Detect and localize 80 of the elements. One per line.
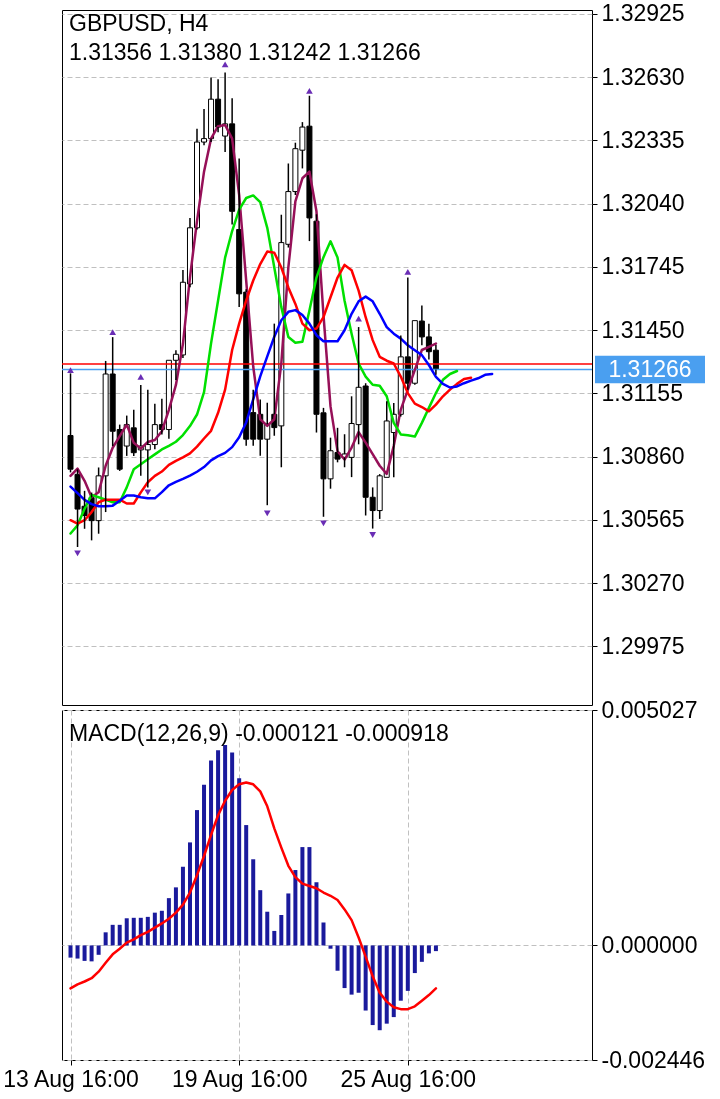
bar [68, 945, 73, 958]
y-tick-label: 1.31155 [601, 379, 683, 406]
y-tick-label: 1.32630 [601, 63, 685, 90]
bar [117, 924, 122, 946]
line-series [69, 194, 459, 535]
point [137, 373, 145, 380]
bar [195, 810, 199, 946]
y-tick-label: 1.32335 [601, 126, 685, 153]
bar [223, 744, 228, 946]
bar [286, 893, 291, 946]
ref-line-label: 1.31266 [608, 355, 692, 382]
point [369, 532, 377, 538]
bar [251, 859, 256, 946]
y-tick-label: 1.29975 [601, 632, 685, 659]
bar [75, 945, 80, 959]
y-tick-label: 0.000000 [601, 931, 698, 958]
bar [405, 945, 410, 991]
bar [230, 752, 235, 946]
bar [216, 750, 221, 946]
bar [419, 945, 424, 962]
bar [293, 870, 298, 946]
x-tick-label: 19 Aug 16:00 [171, 1065, 308, 1092]
bar [328, 945, 333, 949]
bar [307, 847, 312, 946]
bar [202, 784, 207, 946]
bar [433, 945, 438, 952]
bar [377, 945, 382, 1031]
chart-title: MACD(12,26,9) -0.000121 -0.000918 [69, 720, 449, 746]
y-tick-label: 1.31745 [601, 253, 685, 280]
bar [173, 887, 178, 946]
bar [96, 945, 101, 955]
point [404, 269, 412, 275]
bar [166, 898, 171, 946]
x-tick-label: 25 Aug 16:00 [340, 1065, 477, 1092]
bar [412, 945, 417, 974]
point [67, 367, 74, 374]
y-tick-label: 1.31450 [601, 316, 685, 343]
bar [300, 847, 305, 946]
bar [82, 945, 87, 961]
line-series [69, 781, 438, 1011]
y-tick-label: 0.005027 [601, 696, 698, 723]
bar [180, 866, 185, 946]
y-tick-label: 1.30565 [601, 506, 685, 533]
bar [391, 945, 396, 1018]
point [306, 87, 313, 94]
line-series [69, 295, 494, 508]
bar [342, 945, 347, 989]
x-tick-label: 13 Aug 16:00 [3, 1065, 139, 1092]
bar [356, 945, 361, 993]
text: 1.31356 1.31380 1.31242 1.31266 [69, 39, 421, 65]
bar [335, 945, 340, 971]
bar [244, 825, 249, 946]
bar [110, 924, 115, 946]
y-tick-label: 1.32040 [601, 190, 685, 217]
bar [272, 930, 277, 946]
bar [384, 945, 389, 1024]
y-tick-label: 1.30270 [601, 569, 685, 596]
bar [349, 945, 354, 995]
point [109, 329, 117, 336]
point [263, 510, 271, 517]
chart-title: GBPUSD, H4 [69, 10, 209, 36]
y-tick-label: 1.30860 [601, 443, 685, 470]
bar [426, 945, 431, 954]
point [355, 315, 362, 322]
bar [279, 915, 284, 946]
bar [89, 945, 94, 962]
line-series [69, 123, 438, 499]
bar [398, 945, 403, 1001]
bar [103, 932, 108, 946]
bar [265, 911, 270, 946]
bar [258, 890, 263, 946]
bar [209, 760, 214, 946]
bar [237, 778, 242, 946]
y-tick-label: -0.002446 [601, 1046, 706, 1073]
bar [370, 945, 375, 1026]
y-tick-label: 1.32925 [601, 0, 685, 27]
bar [314, 882, 319, 946]
point [144, 489, 152, 496]
bar [321, 922, 326, 946]
bar [187, 842, 192, 946]
